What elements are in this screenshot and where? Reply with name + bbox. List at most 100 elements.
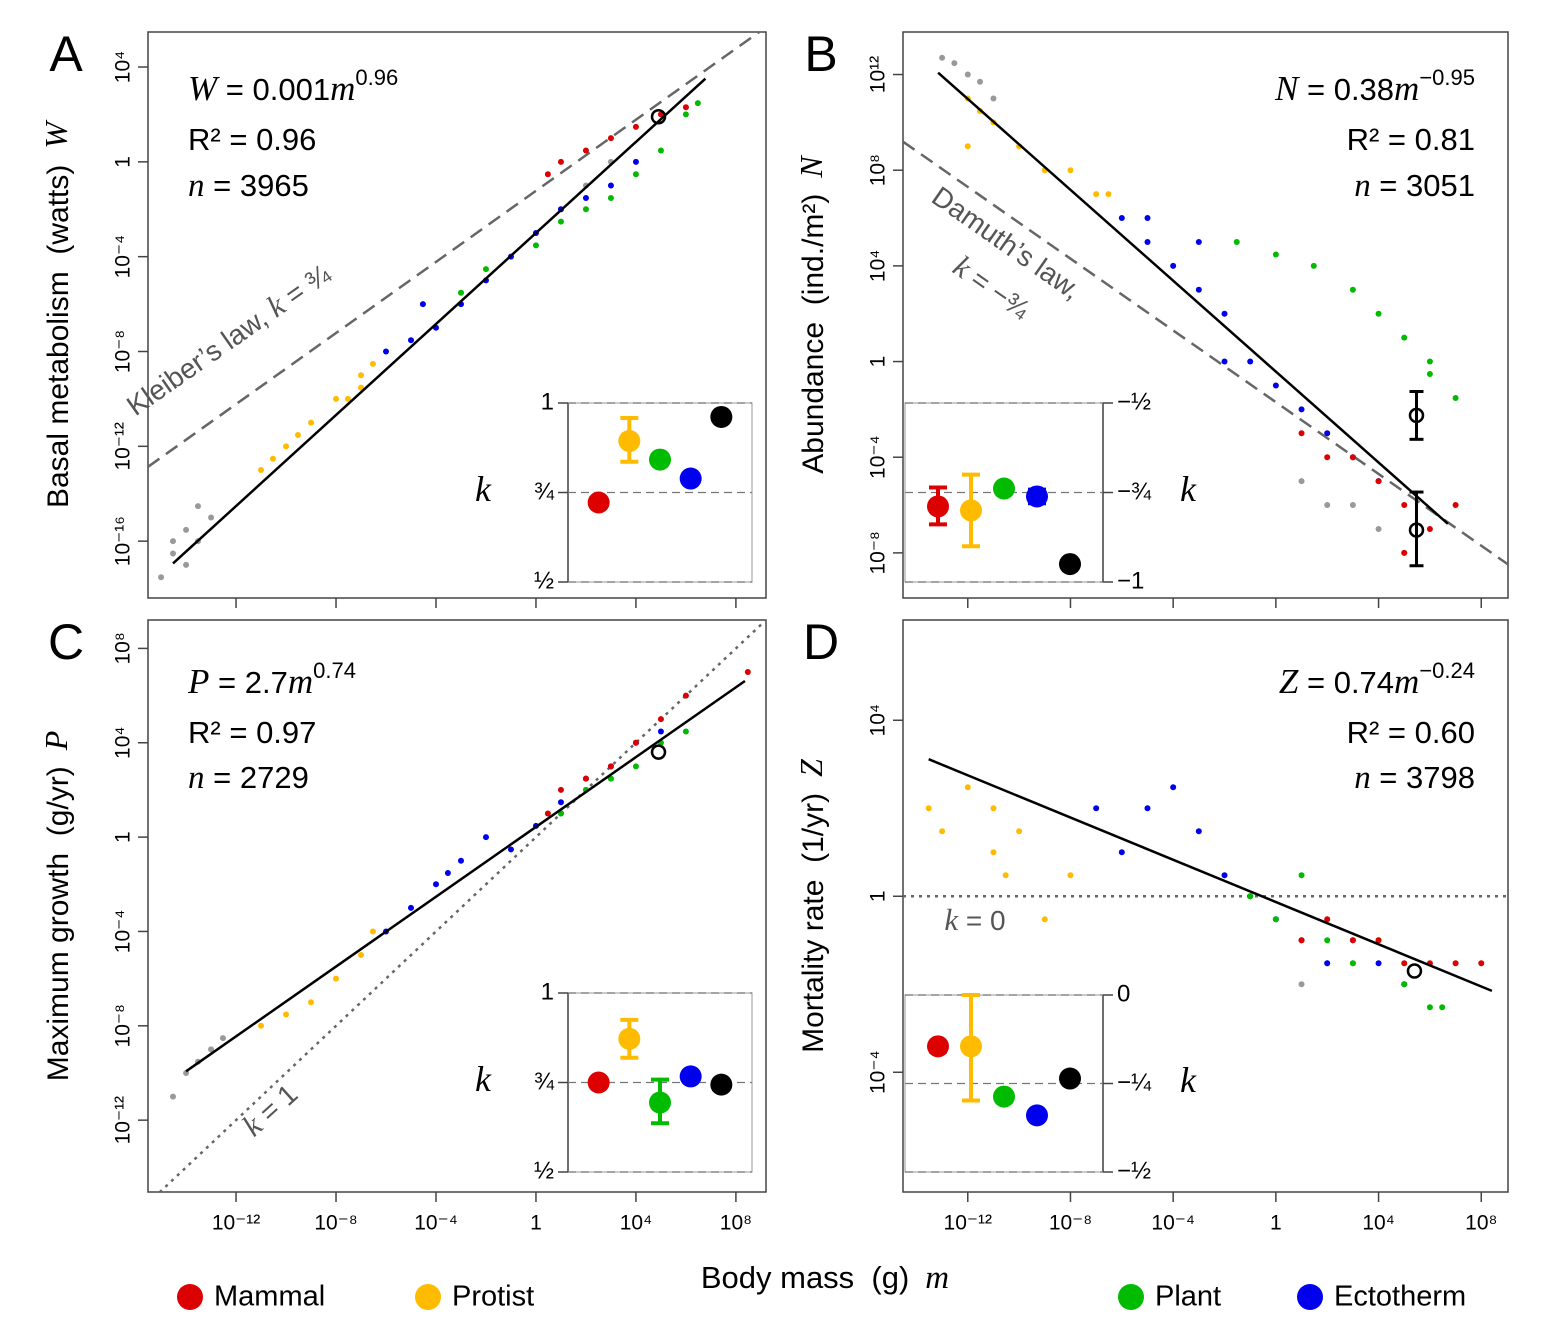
highlight-point [650, 108, 667, 125]
point [1233, 238, 1240, 245]
point [582, 775, 589, 782]
equation: W = 0.001m0.96 [188, 65, 398, 108]
point [283, 443, 290, 450]
inset-point [618, 429, 641, 452]
point [308, 999, 315, 1006]
eq-exponent: −0.95 [1419, 65, 1475, 90]
point [407, 337, 414, 344]
inset-point [960, 1035, 982, 1058]
legend-swatch [415, 1284, 441, 1310]
point [1105, 191, 1112, 198]
y-tick-label: 1 [112, 156, 135, 168]
reference-line [148, 32, 762, 468]
point [1093, 191, 1100, 198]
point [557, 218, 564, 225]
y-tick-label: 10⁻¹² [112, 422, 135, 470]
n-rel: = [1371, 760, 1406, 795]
point [582, 147, 589, 154]
y-tick-label: 10⁴ [112, 727, 135, 759]
n-value: 3798 [1406, 760, 1475, 795]
point [557, 786, 564, 793]
point [682, 728, 689, 735]
inset-tick-label: ½ [534, 1157, 554, 1184]
point [1324, 454, 1331, 461]
panel-letter: A [49, 26, 83, 82]
r2-value: 0.60 [1415, 715, 1475, 750]
inset-tick-label: ¾ [534, 478, 555, 505]
y-axis-title: Mortality rate (1/yr) Z [793, 758, 830, 1053]
point [990, 849, 997, 856]
n-value: 2729 [240, 760, 309, 795]
legend-swatch [1118, 1284, 1144, 1310]
y-tick-label: 10⁻⁸ [112, 1004, 135, 1047]
inset-point [993, 477, 1015, 500]
r-squared: R² = 0.97 [188, 715, 316, 750]
point [694, 100, 701, 107]
y-axis-label: Abundance (ind./m²) [797, 194, 830, 474]
point [1401, 960, 1408, 967]
y-tick-label: 1 [112, 831, 135, 843]
inset-point [679, 467, 702, 490]
y-axis-title: Abundance (ind./m²) N [793, 155, 830, 474]
r2-label: R² [188, 715, 221, 750]
x-axis-title: Body mass (g) m [701, 1260, 949, 1296]
point [607, 775, 614, 782]
point [258, 467, 265, 474]
inset-tick-label: 1 [541, 388, 554, 415]
y-tick-label: 10⁸ [112, 632, 135, 664]
y-axis-label: Basal metabolism (watts) [42, 165, 75, 508]
point [744, 668, 751, 675]
point [1426, 525, 1433, 532]
point [964, 71, 971, 78]
point [208, 514, 215, 521]
inset-point [649, 448, 671, 471]
point [1298, 981, 1305, 988]
point [369, 928, 376, 935]
point [632, 158, 639, 165]
point [939, 828, 946, 835]
point [1401, 502, 1408, 509]
eq-exponent: 0.74 [313, 658, 356, 683]
y-tick-label: 10⁻⁸ [867, 531, 890, 574]
legend-swatch [1297, 1284, 1323, 1310]
point [925, 805, 932, 812]
eq-base: m [288, 662, 313, 701]
point [169, 1093, 176, 1100]
point [1324, 916, 1331, 923]
point [632, 123, 639, 130]
point [607, 763, 614, 770]
point [1401, 981, 1408, 988]
annotation-part: = 0 [958, 905, 1005, 936]
point [657, 716, 664, 723]
point [1375, 525, 1382, 532]
sample-size: n = 3798 [1354, 760, 1475, 796]
sample-size: n = 3965 [188, 168, 309, 204]
x-tick-label: 1 [1270, 1212, 1282, 1235]
point [1170, 262, 1177, 269]
point [544, 171, 551, 178]
inset-point [1059, 1067, 1081, 1090]
point [158, 574, 165, 581]
panel-letter: B [804, 26, 837, 82]
point [1067, 167, 1074, 174]
point [1272, 251, 1279, 258]
point [269, 455, 276, 462]
point [1310, 262, 1317, 269]
y-axis-var: N [793, 155, 829, 179]
point [1401, 334, 1408, 341]
point [1401, 549, 1408, 556]
eq-coef: 0.74 [1334, 665, 1394, 700]
x-tick-label: 10⁻⁸ [314, 1212, 357, 1235]
point [1041, 916, 1048, 923]
point [1478, 960, 1485, 967]
fit-line [928, 758, 1493, 993]
y-tick-label: 10⁻⁴ [112, 910, 135, 953]
point [977, 78, 984, 85]
equation: P = 2.7m0.74 [187, 658, 356, 701]
eq-rel: = [217, 72, 252, 107]
inset-point [679, 1065, 702, 1088]
x-tick-label: 10⁻¹² [212, 1212, 260, 1235]
point [1426, 358, 1433, 365]
point [419, 301, 426, 308]
